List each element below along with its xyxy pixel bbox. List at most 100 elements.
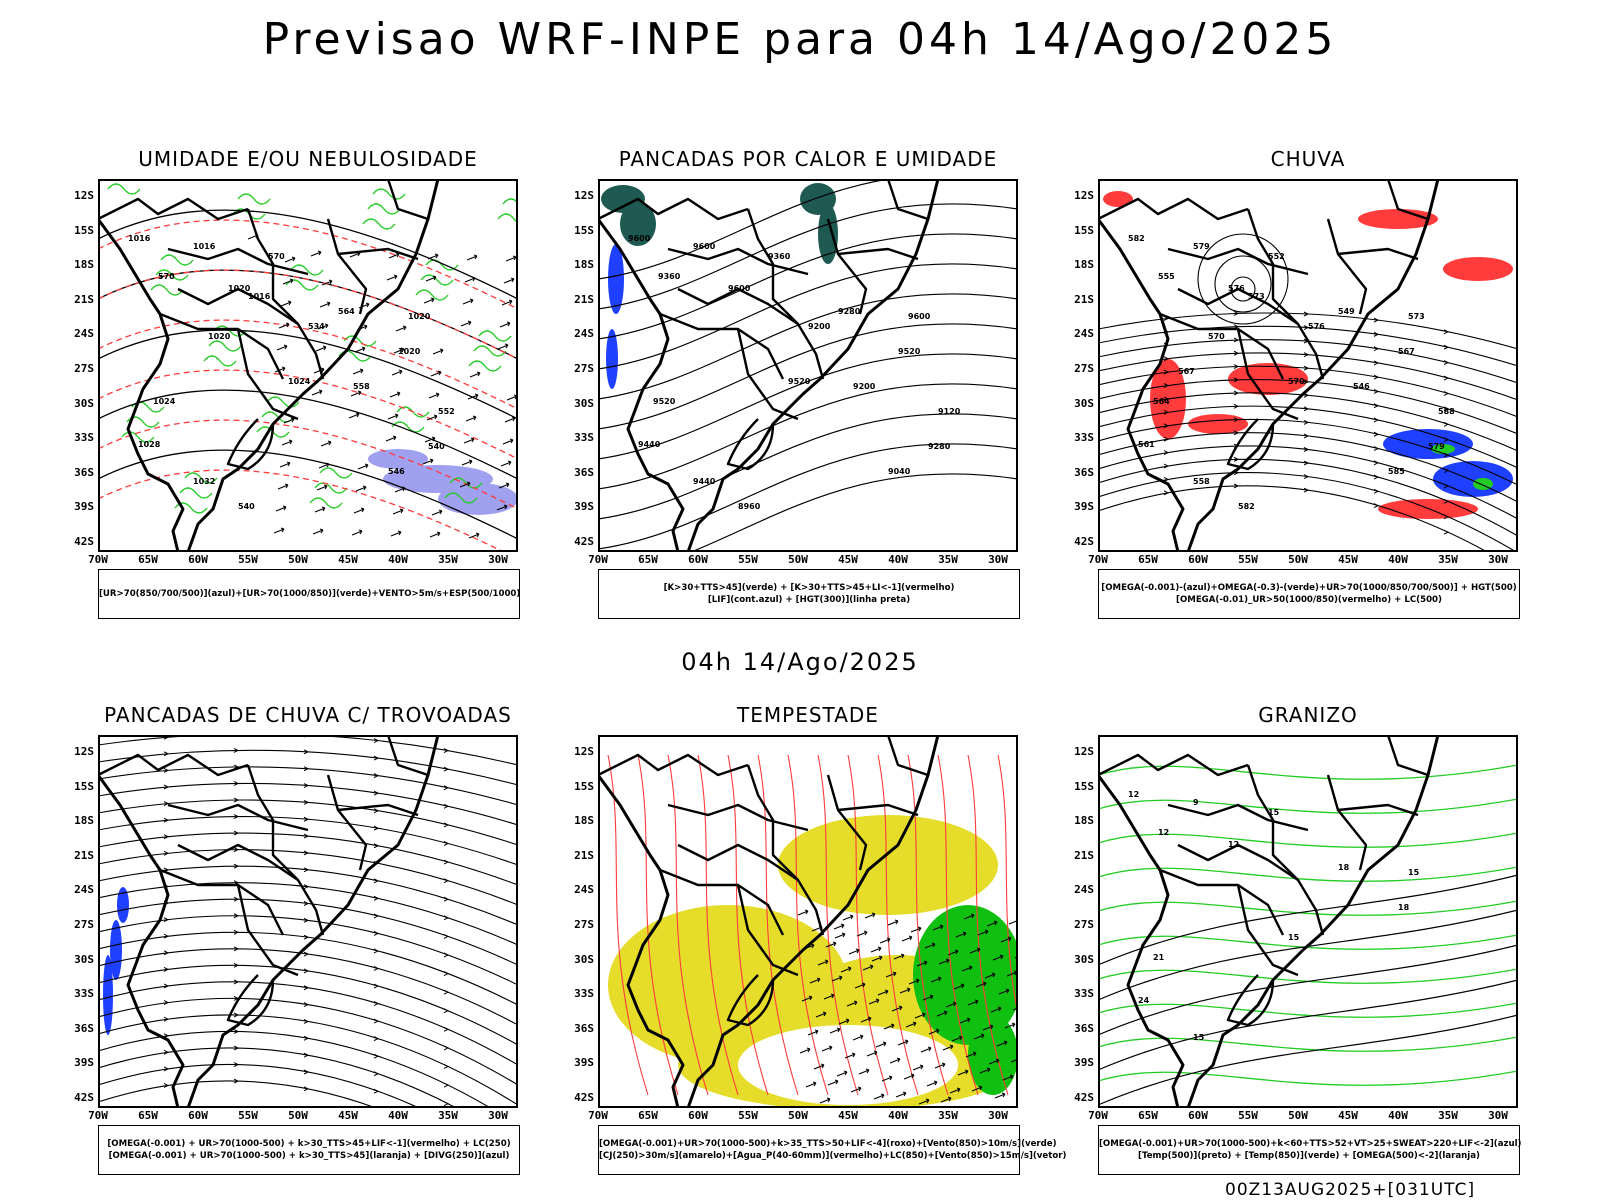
lat-label: 36S <box>574 1021 594 1035</box>
contour-label: 573 <box>1248 292 1265 301</box>
legend-line: [OMEGA(-0.001) + UR>70(1000-500) + k>30_… <box>107 1139 511 1149</box>
contour-label: 21 <box>1153 953 1165 962</box>
lon-label: 65W <box>638 1109 658 1122</box>
contour-label: 9040 <box>888 467 911 476</box>
map-panel: 9600 9600 9600 9600 9520 9520 9520 9440 9440 9360… <box>598 179 1018 552</box>
contour-label: 9520 <box>898 347 921 356</box>
lon-label: 55W <box>238 553 258 566</box>
lat-label: 42S <box>1074 535 1094 548</box>
lat-label: 15S <box>1074 223 1094 237</box>
contour-label: 546 <box>1353 382 1370 391</box>
contour-label: 579 <box>1193 242 1210 251</box>
lat-label: 36S <box>1074 1021 1094 1035</box>
lat-label: 15S <box>574 223 594 237</box>
contour-label: 582 <box>1128 234 1145 243</box>
contour-label: 1032 <box>193 477 215 486</box>
contour-label: 555 <box>1158 272 1175 281</box>
lon-label: 70W <box>88 1109 108 1122</box>
lat-label: 21S <box>574 292 594 306</box>
lat-label: 27S <box>1074 362 1094 375</box>
lon-label: 70W <box>88 553 108 566</box>
lon-label: 70W <box>1088 1109 1108 1122</box>
map-canvas: 582 579 576 573 570 567 564 561 558 555 552 549 546 5… <box>1098 179 1518 552</box>
contour-label: 567 <box>1398 347 1415 356</box>
contour-label: 8960 <box>738 502 761 511</box>
lat-label: 36S <box>74 465 94 479</box>
main-title: Previsao WRF-INPE para 04h 14/Ago/2025 <box>262 14 1338 65</box>
mid-timestamp: 04h 14/Ago/2025 <box>681 648 919 676</box>
contour-label: 1016 <box>248 292 271 301</box>
contour-label: 552 <box>438 407 455 416</box>
lat-label: 18S <box>74 258 94 272</box>
panel-legend: [UR>70(850/700/500)](azul)+[UR>70(1000/8… <box>98 569 520 619</box>
contour-label: 9600 <box>693 242 716 251</box>
contour-label: 15 <box>1268 808 1280 817</box>
lon-label: 60W <box>688 1109 708 1122</box>
panel-legend: [OMEGA(-0.001) + UR>70(1000-500) + k>30_… <box>98 1125 520 1175</box>
contour-label: 9520 <box>788 377 811 386</box>
contour-label: 588 <box>1438 407 1455 416</box>
contour-label: 9360 <box>768 252 791 261</box>
contour-label: 9200 <box>853 382 876 391</box>
contour-label: 549 <box>1338 307 1355 316</box>
lon-label: 35W <box>1438 1109 1458 1122</box>
contour-label: 9200 <box>808 322 831 331</box>
legend-line: [OMEGA(-0.001) + UR>70(1000-500) + k>30_… <box>108 1151 510 1161</box>
lon-label: 60W <box>188 553 208 566</box>
legend-line: [K>30+TTS>45](verde) + [K>30+TTS>45+LI<-… <box>663 583 955 593</box>
panel-title: UMIDADE E/OU NEBULOSIDADE <box>138 147 478 171</box>
lat-label: 39S <box>574 1056 594 1070</box>
contour-label: 564 <box>338 307 355 316</box>
lat-label: 42S <box>74 535 94 548</box>
map-panel: 1016 1016 1020 1020 1024 1020 1024 1028 1032 570 5… <box>98 179 518 552</box>
lat-label: 42S <box>1074 1091 1094 1104</box>
lat-label: 39S <box>1074 500 1094 514</box>
contour-label: 9600 <box>908 312 931 321</box>
lat-label: 39S <box>74 1056 94 1070</box>
lat-label: 18S <box>574 258 594 272</box>
lon-label: 55W <box>1238 1109 1258 1122</box>
wind-green <box>913 905 1018 1095</box>
lon-label: 45W <box>338 1109 358 1122</box>
lat-label: 24S <box>1074 327 1094 341</box>
lon-label: 45W <box>838 553 858 566</box>
lat-label: 30S <box>74 952 94 966</box>
lat-label: 36S <box>74 1021 94 1035</box>
contour-label: 558 <box>1193 477 1210 486</box>
contour-label: 534 <box>308 322 325 331</box>
lon-label: 60W <box>1188 1109 1208 1122</box>
panel-title: PANCADAS DE CHUVA C/ TROVOADAS <box>104 703 512 727</box>
hatch-area <box>738 1025 958 1105</box>
lon-label: 30W <box>488 1109 508 1122</box>
lon-label: 35W <box>1438 553 1458 566</box>
lat-label: 42S <box>574 535 594 548</box>
lon-label: 40W <box>1388 553 1408 566</box>
lon-label: 40W <box>388 553 408 566</box>
lat-label: 33S <box>574 987 594 1001</box>
lat-label: 21S <box>74 848 94 862</box>
map-canvas <box>598 735 1018 1108</box>
lat-label: 24S <box>1074 883 1094 897</box>
lat-label: 24S <box>574 327 594 341</box>
contour-label: 570 <box>1208 332 1225 341</box>
lat-label: 27S <box>74 918 94 931</box>
lat-label: 12S <box>574 745 594 758</box>
lat-label: 24S <box>74 327 94 341</box>
contour-label: 15 <box>1193 1033 1205 1042</box>
legend-line: [OMEGA(-0.001)+UR>70(1000-500)+k>35_TTS>… <box>599 1139 1057 1149</box>
lat-label: 15S <box>574 779 594 793</box>
lon-label: 40W <box>1388 1109 1408 1122</box>
contour-label: 1020 <box>398 347 421 356</box>
lon-label: 70W <box>588 553 608 566</box>
lon-label: 60W <box>1188 553 1208 566</box>
legend-line: [CJ(250)>30m/s](amarelo)+[Agua_P(40-60mm… <box>599 1151 1067 1161</box>
lon-label: 65W <box>1138 553 1158 566</box>
mid-level-humidity <box>368 449 518 515</box>
map-canvas: 1016 1016 1020 1020 1024 1020 1024 1028 1032 570 5… <box>98 179 518 552</box>
map-canvas <box>98 735 518 1108</box>
contour-label: 540 <box>238 502 255 511</box>
legend-line: [OMEGA(-0.001)-(azul)+OMEGA(-0.3)-(verde… <box>1101 583 1517 593</box>
map-panel <box>98 735 518 1108</box>
lon-label: 45W <box>838 1109 858 1122</box>
lat-label: 21S <box>1074 292 1094 306</box>
